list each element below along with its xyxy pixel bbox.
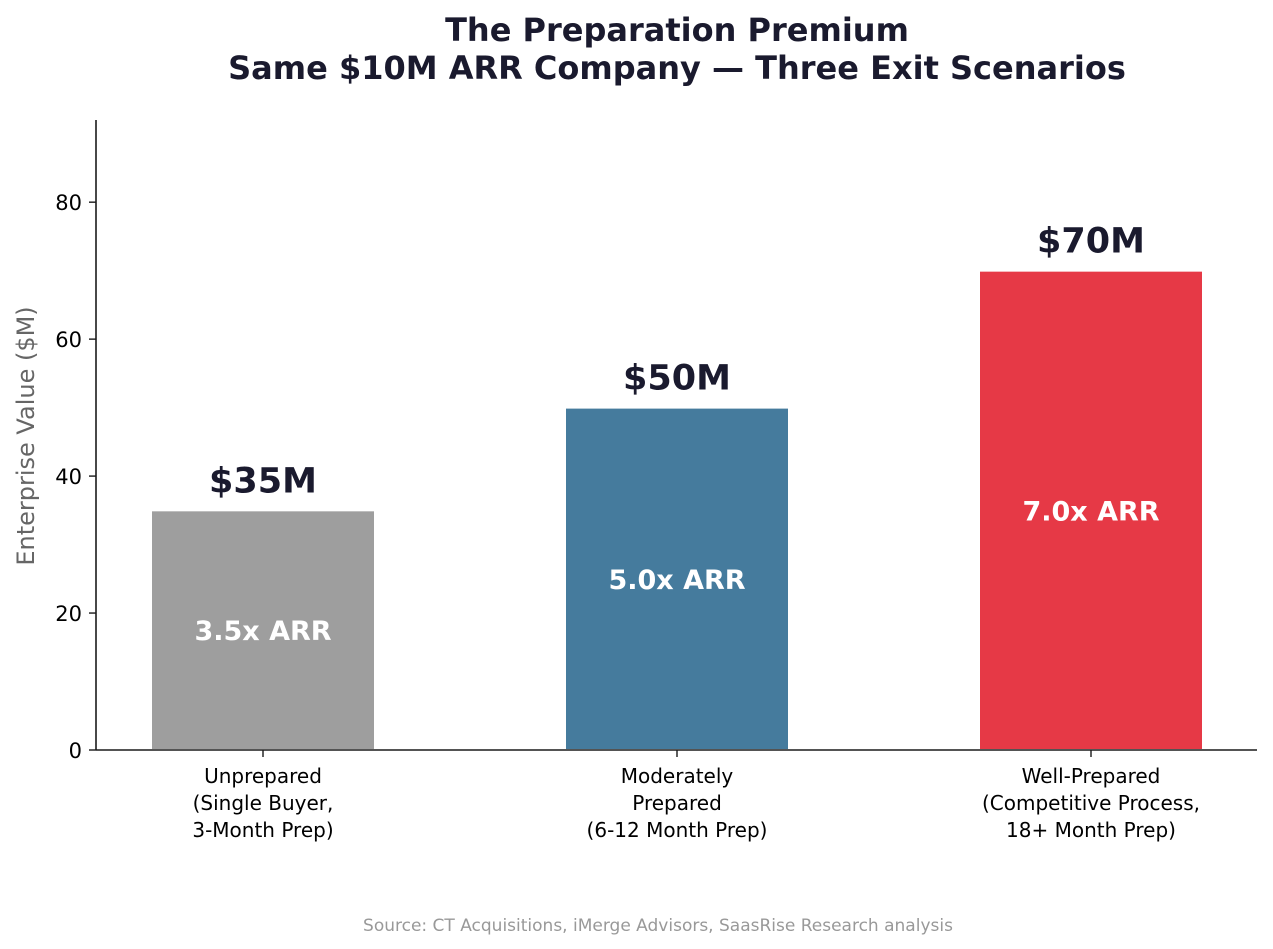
bar-value-label: $70M: [1037, 222, 1145, 262]
y-tick-label: 60: [55, 328, 82, 352]
bar-value-label: $35M: [209, 461, 317, 501]
y-tick-label: 80: [55, 191, 82, 215]
source-note: Source: CT Acquisitions, iMerge Advisors…: [363, 916, 953, 936]
bar-value-label: $50M: [623, 359, 731, 399]
x-tick-label: Moderately Prepared (6-12 Month Prep): [587, 764, 768, 842]
bar: [564, 406, 790, 751]
y-tick-label: 0: [69, 739, 82, 763]
axes: 0 20 40 60 80 Unprepared (Single Buyer, 3-Month…: [55, 120, 1257, 842]
chart-title-line: Same $10M ARR Company — Three Exit Scena…: [228, 49, 1126, 87]
bar: [150, 509, 376, 751]
x-tick-label: Unprepared (Single Buyer, 3-Month Prep): [192, 764, 333, 842]
x-tick-label: Well-Prepared (Competitive Process, 18+ Mo…: [982, 764, 1200, 842]
chart-title-line: The Preparation Premium: [445, 11, 909, 49]
bars: $35M 3.5x ARR $50M 5.0x ARR $70M 7.0x ARR: [150, 222, 1204, 751]
bar-multiple-label: 3.5x ARR: [194, 616, 331, 647]
y-tick-label: 20: [55, 602, 82, 626]
bar-multiple-label: 7.0x ARR: [1022, 496, 1159, 527]
y-axis-label: Enterprise Value ($M): [12, 306, 40, 565]
y-tick-label: 40: [55, 465, 82, 489]
bar-multiple-label: 5.0x ARR: [608, 565, 745, 596]
bar: [978, 269, 1204, 751]
